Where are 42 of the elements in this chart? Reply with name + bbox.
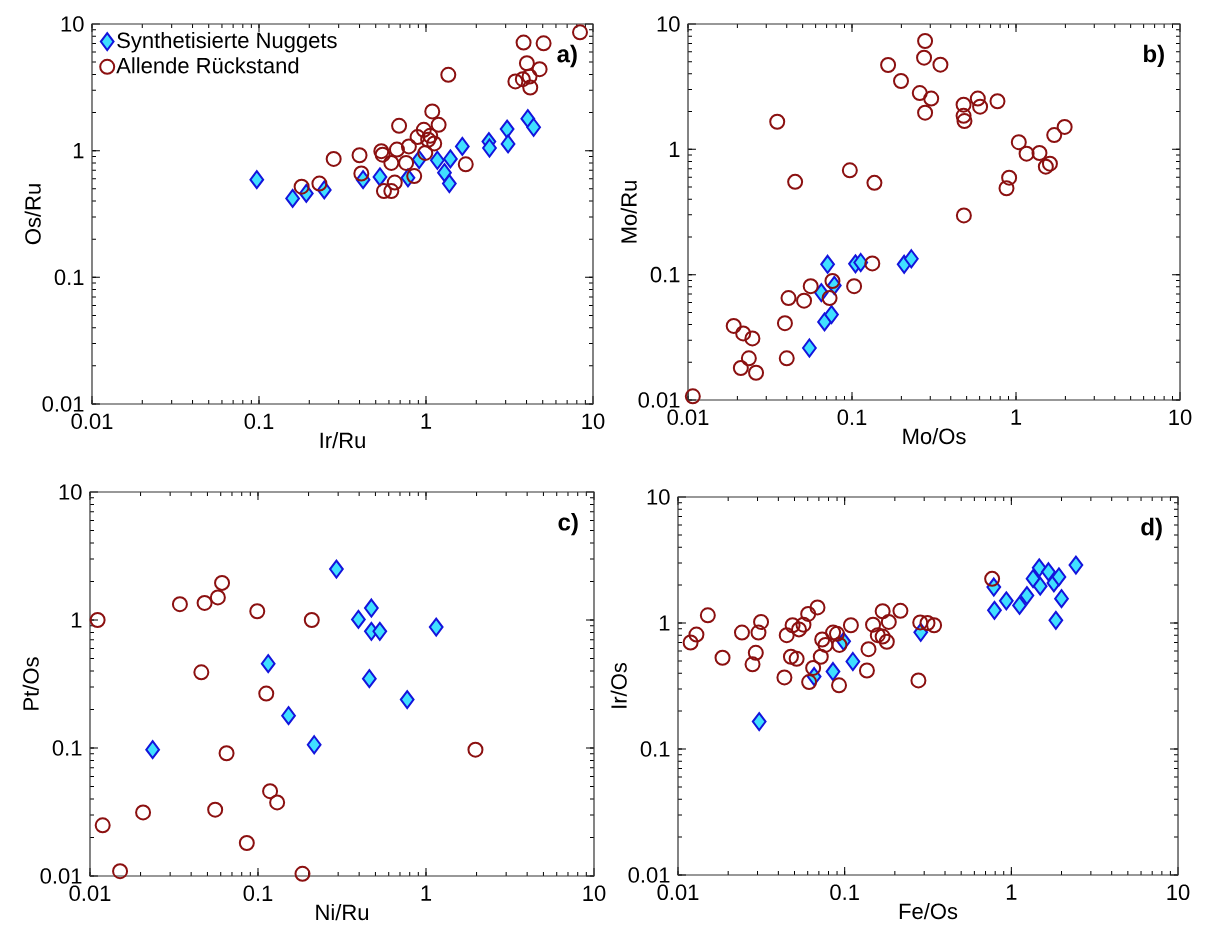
y-axis-title: Mo/Ru — [620, 181, 637, 243]
x-tick-label: 0.1 — [837, 409, 867, 426]
x-axis-title: Ir/Ru — [320, 431, 365, 449]
y-axis-title: Os/Ru — [24, 184, 41, 245]
x-tick-label: 0.1 — [243, 885, 273, 902]
annotation: a) — [557, 44, 577, 68]
y-axis-title: Ir/Os — [610, 662, 627, 708]
y-tick-label: 0.1 — [640, 741, 670, 757]
y-tick-label: 0.01 — [628, 867, 670, 883]
x-tick-label: 0.1 — [244, 413, 274, 430]
x-axis-title: Mo/Os — [903, 427, 966, 445]
y-tick-label: 1 — [659, 615, 670, 631]
y-axis-title: Pt/Os — [22, 657, 39, 710]
x-axis-title: Ni/Ru — [316, 903, 369, 921]
x-tick-label: 1 — [1006, 884, 1017, 900]
y-tick-label: 0.1 — [52, 740, 82, 756]
y-tick-label: 0.01 — [638, 392, 680, 408]
y-tick-label: 0.1 — [650, 266, 680, 283]
y-tick-label: 10 — [59, 484, 82, 500]
y-tick-label: 0.01 — [40, 868, 82, 884]
y-tick-label: 10 — [61, 16, 84, 32]
annotation: c) — [558, 512, 578, 536]
x-tick-label: 10 — [1169, 409, 1192, 426]
x-axis-title: Fe/Os — [899, 902, 958, 920]
legend-label: Allende Rückstand — [116, 57, 299, 74]
y-tick-label: 0.1 — [54, 269, 84, 286]
y-tick-label: 1 — [73, 143, 84, 159]
x-tick-label: 0.1 — [830, 884, 859, 901]
legend-label: Synthetisierte Nuggets — [117, 31, 337, 53]
x-tick-label: 1 — [421, 885, 432, 901]
annotation: b) — [1144, 44, 1164, 68]
x-tick-label: 10 — [583, 885, 606, 902]
y-tick-label: 0.01 — [42, 396, 84, 412]
y-tick-label: 10 — [657, 16, 680, 32]
x-tick-label: 10 — [1167, 884, 1190, 901]
x-tick-label: 10 — [582, 413, 605, 430]
x-tick-label: 1 — [421, 413, 432, 429]
y-tick-label: 1 — [71, 612, 82, 628]
y-tick-label: 10 — [647, 489, 670, 505]
y-tick-label: 1 — [669, 141, 680, 157]
x-tick-label: 1 — [1011, 409, 1022, 425]
annotation: d) — [1141, 517, 1162, 541]
